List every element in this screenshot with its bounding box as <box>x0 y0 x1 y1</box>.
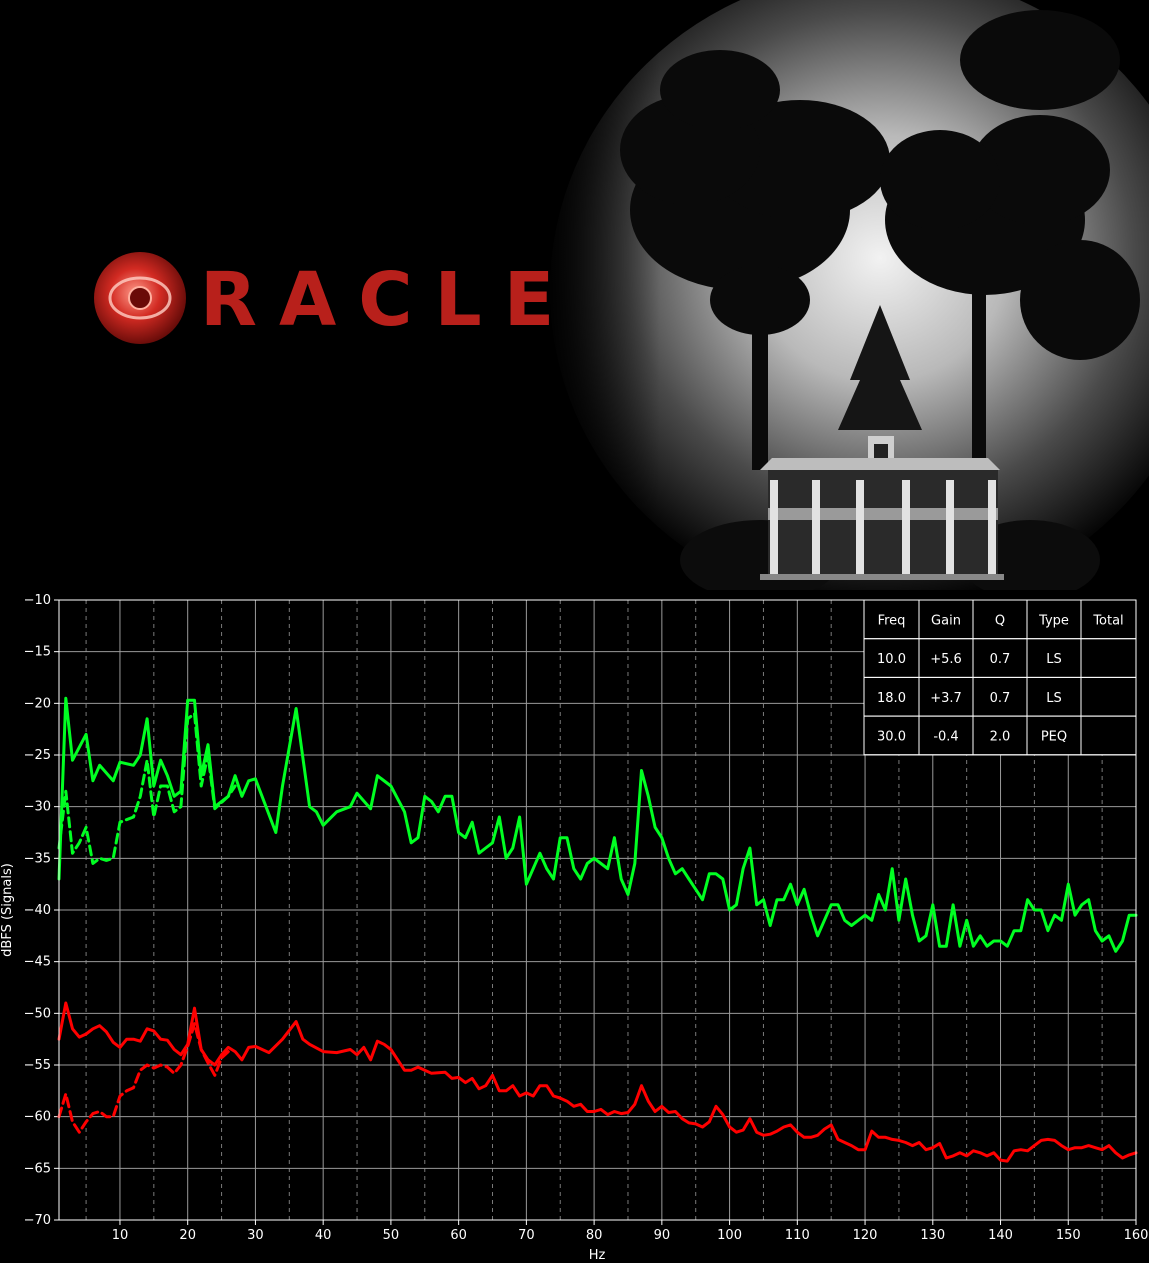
x-tick-label: 140 <box>988 1228 1013 1243</box>
x-tick-label: 40 <box>315 1228 332 1243</box>
y-tick-label: −10 <box>24 593 51 608</box>
table-header: Gain <box>931 613 961 628</box>
table-value: 0.7 <box>990 691 1011 706</box>
table-value: 30.0 <box>877 729 906 744</box>
x-tick-label: 100 <box>717 1228 742 1243</box>
y-tick-label: −50 <box>24 1006 51 1021</box>
x-axis-label: Hz <box>589 1248 606 1263</box>
x-tick-label: 30 <box>247 1228 264 1243</box>
x-tick-label: 60 <box>450 1228 467 1243</box>
y-tick-label: −25 <box>24 748 51 763</box>
chart-series <box>57 696 1138 1163</box>
y-tick-label: −60 <box>24 1110 51 1125</box>
x-axis-ticks: 10 20 30 40 50 60 70 80 90 100 110 120 130 140 150 160 <box>112 1220 1149 1243</box>
table-header: Total <box>1092 613 1123 628</box>
x-tick-label: 90 <box>654 1228 671 1243</box>
logo-title: RACLE <box>200 257 576 343</box>
x-tick-label: 10 <box>112 1228 129 1243</box>
table-value: 2.0 <box>990 729 1011 744</box>
table-value: LS <box>1046 652 1062 667</box>
table-value: -0.4 <box>933 729 958 744</box>
y-tick-label: −20 <box>24 696 51 711</box>
x-tick-label: 80 <box>586 1228 603 1243</box>
table-value: PEQ <box>1041 729 1067 744</box>
series-line-4 <box>57 1022 230 1134</box>
series-line-2 <box>57 712 237 865</box>
x-tick-label: 120 <box>853 1228 878 1243</box>
eq-table: Freq Gain Q Type Total 10.0 +5.6 0.7 LS 18.0 +3.7 0… <box>863 599 1137 756</box>
y-tick-label: −15 <box>24 645 51 660</box>
table-value: 18.0 <box>877 691 906 706</box>
y-tick-label: −70 <box>24 1213 51 1228</box>
y-tick-label: −35 <box>24 851 51 866</box>
table-value: 0.7 <box>990 652 1011 667</box>
x-tick-label: 20 <box>179 1228 196 1243</box>
series-line-1 <box>57 696 1138 953</box>
conifer-tree <box>838 305 922 430</box>
x-tick-label: 110 <box>785 1228 810 1243</box>
x-tick-label: 130 <box>920 1228 945 1243</box>
table-header: Freq <box>878 613 906 628</box>
y-tick-label: −65 <box>24 1161 51 1176</box>
y-tick-label: −55 <box>24 1058 51 1073</box>
series-line-3 <box>57 1001 1138 1163</box>
poster-artwork: RACLE <box>0 0 1149 590</box>
table-cell <box>1080 715 1137 756</box>
table-value: +3.7 <box>930 691 962 706</box>
table-value: 10.0 <box>877 652 906 667</box>
left-tree <box>620 50 890 470</box>
right-tree <box>880 10 1140 470</box>
x-tick-label: 50 <box>383 1228 400 1243</box>
y-tick-label: −30 <box>24 800 51 815</box>
plot-frame <box>58 599 1137 1221</box>
table-value: +5.6 <box>930 652 962 667</box>
y-tick-label: −40 <box>24 903 51 918</box>
x-tick-label: 160 <box>1124 1228 1149 1243</box>
oracle-logo: RACLE <box>94 252 576 344</box>
y-tick-label: −45 <box>24 955 51 970</box>
table-header: Type <box>1038 613 1069 628</box>
y-axis-label: dBFS (Signals) <box>0 863 15 957</box>
y-axis-ticks: −10 −15 −20 −25 −30 −35 −40 −45 −50 −55 −60 −65 −70 <box>24 593 59 1228</box>
x-tick-label: 150 <box>1056 1228 1081 1243</box>
spectrum-chart: −10−15−20−25−30−35−40−45−50−55−60−65−70 … <box>0 593 1149 1263</box>
plantation-house <box>760 436 1004 580</box>
x-tick-label: 70 <box>518 1228 535 1243</box>
table-value: LS <box>1046 691 1062 706</box>
table-header: Q <box>995 613 1005 628</box>
